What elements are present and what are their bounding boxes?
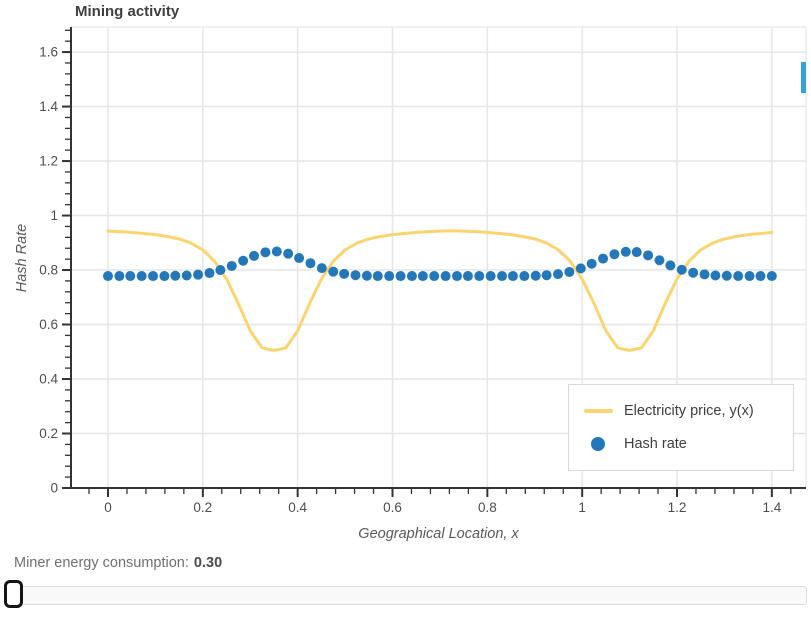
hash-rate-point	[305, 258, 316, 269]
hash-rate-point	[102, 271, 113, 282]
hash-rate-point	[733, 271, 744, 282]
x-tick-label: 0	[104, 500, 112, 515]
x-axis-label: Geographical Location, x	[358, 526, 519, 542]
hash-rate-point	[372, 271, 383, 282]
hash-rate-point	[609, 249, 620, 260]
hash-rate-point	[417, 271, 428, 282]
hash-rate-point	[406, 271, 417, 282]
slider-track[interactable]	[8, 586, 807, 605]
hash-rate-point	[552, 269, 563, 280]
hash-rate-point	[148, 271, 159, 282]
y-tick-label: 1.2	[39, 154, 58, 169]
hash-rate-point	[328, 266, 339, 277]
hash-rate-point	[125, 271, 136, 282]
y-tick-label: 0.6	[39, 317, 58, 332]
hash-rate-point	[316, 263, 327, 274]
x-tick-label: 1.4	[762, 500, 781, 515]
hash-rate-point	[519, 271, 530, 282]
hash-rate-point	[665, 260, 676, 271]
plot-canvas: 0 0.2 0.4 0.6 0.8 1 1.2 1.4 0 0.2 0.4 0.6 0.8 1 1.2 1.4…	[39, 26, 807, 515]
hash-rate-point	[530, 270, 541, 281]
hash-rate-point	[193, 269, 204, 280]
hash-rate-point	[350, 270, 361, 281]
hash-rate-point	[361, 270, 372, 281]
y-tick-label: 1	[50, 208, 58, 223]
hash-rate-point	[744, 271, 755, 282]
legend-label-hash-rate: Hash rate	[624, 436, 687, 452]
hash-rate-point	[429, 271, 440, 282]
legend-item-electricity-price: Electricity price, y(x)	[569, 398, 793, 424]
legend-swatch	[581, 409, 615, 413]
hash-rate-point	[676, 264, 687, 275]
hash-rate-point	[238, 255, 249, 266]
hash-rate-point	[181, 270, 192, 281]
hash-rate-point	[699, 269, 710, 280]
hash-rate-point	[215, 265, 226, 276]
hash-rate-point	[541, 270, 552, 281]
y-tick-label: 1.4	[39, 99, 58, 114]
hash-rate-point	[384, 271, 395, 282]
hash-rate-point	[755, 271, 766, 282]
hash-rate-point	[631, 247, 642, 258]
hash-rate-point	[339, 268, 350, 279]
hash-rate-point	[688, 267, 699, 278]
hash-rate-point	[249, 250, 260, 261]
hash-rate-point	[598, 253, 609, 264]
hash-rate-point	[451, 271, 462, 282]
consumption-value: 0.30	[193, 555, 223, 571]
hash-rate-point	[395, 271, 406, 282]
legend-swatch	[581, 437, 615, 451]
hash-rate-point	[766, 271, 777, 282]
hash-rate-point	[485, 271, 496, 282]
x-tick-label: 0.4	[288, 500, 307, 515]
consumption-readout: Miner energy consumption: 0.30	[14, 555, 222, 571]
hash-rate-point	[204, 268, 215, 279]
chart-title: Mining activity	[75, 3, 180, 20]
legend: Electricity price, y(x) Hash rate	[568, 384, 794, 471]
legend-label-electricity-price: Electricity price, y(x)	[624, 403, 754, 419]
x-tick-label: 0.6	[383, 500, 402, 515]
hash-rate-point	[462, 271, 473, 282]
y-axis-label: Hash Rate	[14, 223, 30, 293]
hash-rate-point	[271, 246, 282, 257]
scrollbar-thumb[interactable]	[801, 62, 806, 93]
hash-rate-point	[721, 270, 732, 281]
hash-rate-point	[620, 246, 631, 257]
electricity-price-line	[106, 229, 774, 352]
hash-rate-point	[586, 258, 597, 269]
x-tick-label: 1.2	[668, 500, 687, 515]
legend-item-hash-rate: Hash rate	[569, 431, 793, 457]
hash-rate-point	[260, 247, 271, 258]
hash-rate-point	[564, 266, 575, 277]
hash-rate-point	[159, 271, 170, 282]
hash-rate-point	[575, 263, 586, 274]
hash-rate-point	[440, 271, 451, 282]
hash-rate-point	[226, 260, 237, 271]
hash-rate-point	[114, 271, 125, 282]
dot-swatch-icon	[591, 437, 605, 451]
y-tick-label: 0	[50, 481, 58, 496]
line-swatch-icon	[583, 409, 613, 413]
hash-rate-point	[654, 255, 665, 266]
x-tick-label: 0.2	[193, 500, 212, 515]
hash-rate-point	[643, 250, 654, 261]
hash-rate-point	[507, 271, 518, 282]
hash-rate-point	[170, 270, 181, 281]
hash-rate-point	[710, 270, 721, 281]
x-tick-label: 0.8	[478, 500, 497, 515]
y-tick-label: 0.2	[39, 426, 58, 441]
hash-rate-point	[294, 253, 305, 264]
hash-rate-point	[136, 271, 147, 282]
hash-rate-point	[497, 271, 508, 282]
consumption-label: Miner energy consumption:	[14, 555, 189, 571]
y-tick-label: 1.6	[39, 45, 58, 60]
slider-handle[interactable]	[4, 580, 23, 608]
hash-rate-point	[474, 271, 485, 282]
x-tick-label: 1	[578, 500, 586, 515]
hash-rate-point	[283, 248, 294, 259]
y-tick-label: 0.8	[39, 263, 58, 278]
y-tick-label: 0.4	[39, 372, 58, 387]
